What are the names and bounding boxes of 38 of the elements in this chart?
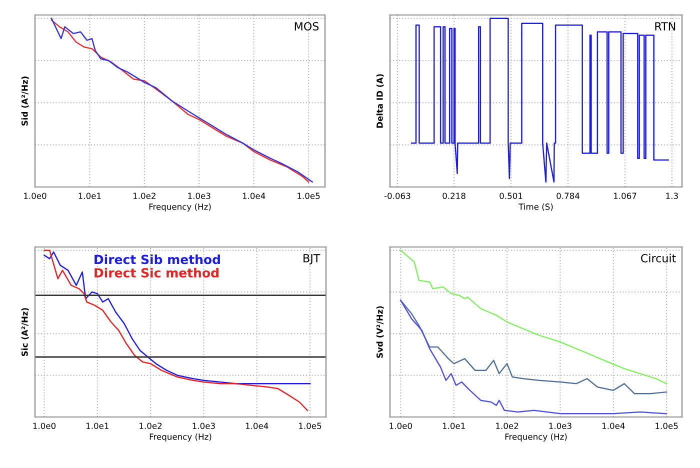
x-tick-label: 1.0e4 — [602, 422, 625, 430]
x-tick-label: 0.218 — [442, 192, 466, 200]
x-tick-label: 1.0e2 — [140, 422, 162, 430]
x-tick-label: 1.3 — [666, 192, 678, 200]
chart-title: MOS — [294, 22, 319, 30]
x-axis-title: Frequency (Hz) — [149, 203, 211, 212]
x-tick-label: 1.0e1 — [86, 422, 108, 430]
x-tick-label: 1.0e1 — [78, 192, 101, 200]
x-tick-label: 1.0e2 — [133, 192, 156, 200]
x-tick-label: 1.0e4 — [242, 192, 266, 200]
y-axis-title: Svd (V²/Hz) — [376, 306, 384, 358]
x-tick-label: 1.0e0 — [33, 422, 56, 430]
x-tick-label: 1.0e5 — [299, 422, 322, 430]
x-tick-label: 0.501 — [500, 192, 522, 200]
x-tick-label: 0.784 — [556, 192, 580, 200]
chart-title: Circuit — [641, 254, 676, 262]
x-axis-title: Frequency (Hz) — [150, 433, 212, 442]
series-label: Direct Sib method — [94, 254, 220, 264]
y-axis-title: Sid (A²/Hz) — [21, 76, 29, 126]
chart-title: BJT — [304, 254, 320, 264]
x-tick-label: 1.0e0 — [390, 422, 412, 430]
x-tick-label: 1.0e5 — [656, 422, 678, 430]
x-tick-label: 1.0e2 — [496, 422, 518, 430]
x-axis-title: Time (S) — [518, 203, 553, 211]
series-label: Direct Sic method — [94, 268, 218, 278]
x-tick-label: 1.0e3 — [549, 422, 572, 430]
x-tick-label: -0.063 — [384, 192, 410, 200]
chart-title: RTN — [655, 22, 676, 30]
x-tick-label: 1.0e1 — [442, 422, 465, 430]
y-axis-title: Sic (A²/Hz) — [21, 308, 29, 356]
x-tick-label: 1.0e0 — [24, 192, 46, 200]
x-tick-label: 1.0e5 — [298, 192, 320, 200]
x-tick-label: 1.067 — [614, 192, 636, 200]
y-axis-title: Delta ID (A) — [376, 74, 384, 128]
x-axis-title: Frequency (Hz) — [505, 433, 567, 442]
x-tick-label: 1.0e4 — [246, 422, 268, 430]
x-tick-label: 1.0e3 — [192, 422, 215, 430]
x-tick-label: 1.0e3 — [188, 192, 210, 200]
